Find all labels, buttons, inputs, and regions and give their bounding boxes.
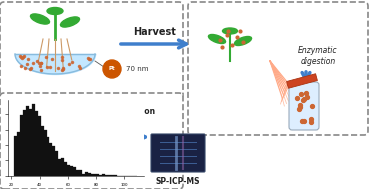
Bar	[38, 116, 41, 176]
Bar	[88, 173, 91, 176]
Bar	[61, 158, 64, 176]
Bar	[73, 167, 76, 176]
Bar	[44, 130, 46, 176]
Bar	[93, 174, 96, 176]
Bar	[67, 165, 70, 176]
Bar	[20, 115, 23, 176]
FancyBboxPatch shape	[289, 82, 319, 130]
Polygon shape	[287, 74, 318, 88]
Bar	[35, 111, 38, 176]
Bar	[49, 143, 52, 176]
Circle shape	[103, 60, 121, 78]
Text: Pt: Pt	[109, 67, 115, 71]
FancyBboxPatch shape	[188, 2, 368, 135]
Bar	[99, 175, 102, 176]
Bar	[102, 174, 105, 176]
Bar	[46, 137, 49, 176]
Text: Harvest: Harvest	[134, 27, 177, 37]
Bar	[29, 109, 32, 176]
Ellipse shape	[60, 17, 79, 27]
Bar	[82, 174, 85, 176]
Text: SP-ICP-MS: SP-ICP-MS	[156, 177, 200, 186]
Text: Enzymatic
digestion: Enzymatic digestion	[298, 46, 338, 66]
Bar	[32, 104, 35, 176]
Bar	[14, 136, 17, 176]
Bar	[55, 151, 58, 176]
Ellipse shape	[30, 14, 49, 24]
Bar	[79, 170, 82, 176]
Bar	[23, 110, 26, 176]
Text: Size distribution: Size distribution	[85, 106, 155, 115]
FancyBboxPatch shape	[151, 134, 205, 172]
Bar	[114, 175, 117, 176]
Bar	[105, 175, 108, 176]
Ellipse shape	[47, 8, 63, 15]
Bar	[17, 132, 20, 176]
Bar	[91, 174, 93, 176]
Bar	[52, 146, 55, 176]
FancyBboxPatch shape	[0, 2, 183, 98]
Bar	[85, 172, 88, 176]
Ellipse shape	[234, 36, 252, 46]
Bar	[76, 170, 79, 176]
Bar	[96, 174, 99, 176]
Bar	[111, 175, 114, 176]
FancyBboxPatch shape	[0, 93, 183, 189]
Bar	[58, 159, 61, 176]
Bar	[41, 126, 44, 176]
Bar	[64, 162, 67, 176]
Bar	[108, 175, 111, 176]
Ellipse shape	[223, 28, 237, 34]
Ellipse shape	[209, 35, 226, 43]
Bar	[70, 166, 73, 176]
Text: 70 nm: 70 nm	[126, 66, 148, 72]
Bar	[26, 106, 29, 176]
